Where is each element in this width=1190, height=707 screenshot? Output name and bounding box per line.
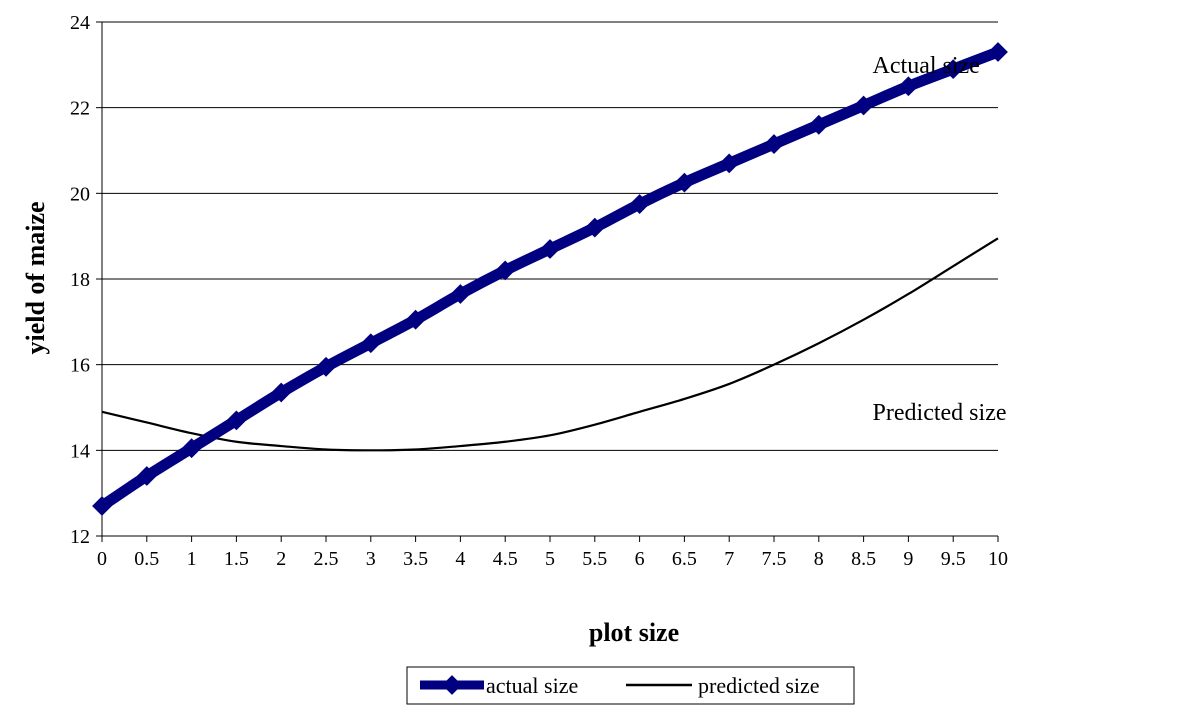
legend-label-actual-size: actual size	[486, 673, 578, 698]
series-point-actual-size	[360, 333, 381, 354]
x-tick-label: 4	[455, 548, 465, 570]
series-line-predicted-size	[101, 237, 999, 452]
x-tick-label: 3	[366, 548, 376, 570]
x-tick-label: 8.5	[851, 548, 876, 570]
series-point-actual-size	[316, 356, 336, 377]
x-tick-label: 10	[988, 548, 1008, 570]
legend-label-predicted-size: predicted size	[698, 673, 820, 698]
series-point-actual-size	[271, 382, 292, 403]
x-tick-label: 3.5	[403, 548, 428, 570]
legend: actual size predicted size	[406, 666, 855, 705]
x-tick-label: 0.5	[134, 548, 159, 570]
x-tick-label: 2.5	[314, 548, 339, 570]
series-point-actual-size	[226, 410, 247, 431]
annotation-predicted-size: Predicted size	[873, 400, 1007, 426]
axes	[96, 21, 999, 542]
x-tick-label: 8	[814, 548, 824, 570]
x-tick-label: 9	[903, 548, 913, 570]
y-tick-label: 22	[70, 98, 90, 120]
legend-marker-actual-size	[442, 675, 462, 695]
x-tick-label: 5	[545, 548, 555, 570]
series-lines	[92, 42, 1008, 516]
x-tick-label: 6	[635, 548, 645, 570]
x-tick-label: 7.5	[762, 548, 787, 570]
series-point-actual-size	[495, 260, 516, 281]
series-point-actual-size	[405, 309, 426, 330]
y-axis-title: yield of maize	[21, 201, 50, 354]
y-tick-label: 20	[70, 183, 90, 205]
series-point-actual-size	[181, 438, 202, 459]
x-tick-label: 4.5	[493, 548, 518, 570]
x-tick-label: 6.5	[672, 548, 697, 570]
x-tick-label: 1.5	[224, 548, 249, 570]
series-point-actual-size	[136, 466, 157, 486]
series-point-actual-size	[92, 496, 112, 516]
tick-labels: 12 14 16 18 20 22 24 0 0.5 1 1.5 2 2.5 3 3.5 4 4.5 5 5.5 6 6…	[70, 12, 1008, 570]
grid-lines	[102, 21, 998, 537]
y-tick-label: 24	[70, 12, 90, 34]
x-tick-label: 2	[276, 548, 286, 570]
x-tick-label: 7	[724, 548, 734, 570]
series-point-actual-size	[450, 284, 471, 304]
x-axis-title: plot size	[589, 618, 679, 647]
y-tick-label: 12	[70, 526, 90, 548]
y-tick-label: 16	[70, 355, 90, 377]
annotation-actual-size: Actual size	[873, 53, 980, 79]
x-tick-label: 5.5	[582, 548, 607, 570]
x-tick-label: 1	[187, 548, 197, 570]
x-tick-label: 9.5	[941, 548, 966, 570]
x-tick-label: 0	[97, 548, 107, 570]
y-tick-label: 18	[70, 269, 90, 291]
y-tick-label: 14	[70, 440, 90, 462]
